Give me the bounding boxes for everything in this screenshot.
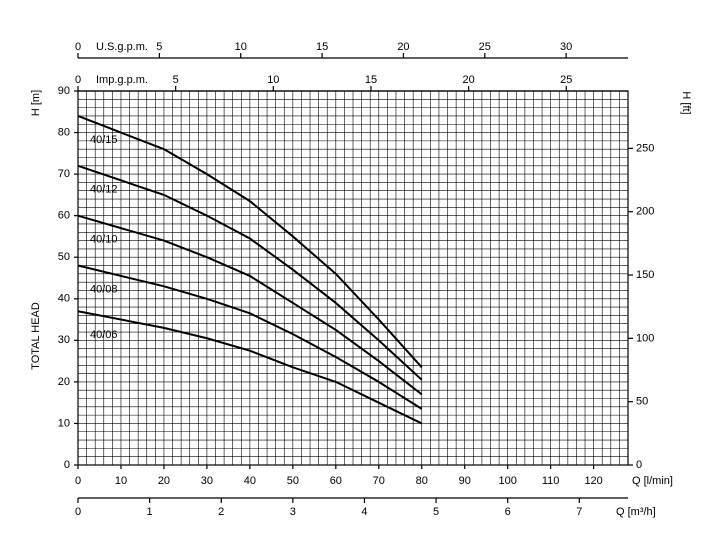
- y-tick-label: 10: [58, 417, 70, 429]
- curve-label: 40/15: [90, 134, 118, 146]
- y-tick-label: 30: [58, 334, 70, 346]
- y2-tick-label: 200: [636, 206, 654, 218]
- x-tick-label: 30: [201, 475, 213, 487]
- pump-curve: [77, 164, 423, 381]
- y-axis-label: H [m]: [30, 90, 42, 116]
- y-tick-label: 90: [58, 85, 70, 97]
- y-tick-label: 50: [58, 251, 70, 263]
- x-tick-label: 70: [373, 475, 385, 487]
- secondary-x-tick-label: 30: [560, 41, 572, 53]
- secondary-x-tick-label: 1: [147, 506, 153, 518]
- y-tick-label: 80: [58, 126, 70, 138]
- secondary-x-tick-label: 5: [156, 41, 162, 53]
- x-tick-label: 90: [459, 475, 471, 487]
- curve-label: 40/10: [90, 234, 118, 246]
- y-tick-label: 40: [58, 293, 70, 305]
- secondary-x-tick-label: 20: [397, 41, 409, 53]
- y-tick-label: 70: [58, 168, 70, 180]
- x-tick-label: 0: [75, 475, 81, 487]
- x-tick-label: 20: [158, 475, 170, 487]
- y-tick-label: 60: [58, 210, 70, 222]
- secondary-x-tick-label: 10: [267, 74, 279, 86]
- y-axis-title: TOTAL HEAD: [30, 302, 42, 370]
- x-tick-label: 40: [244, 475, 256, 487]
- pump-curve: [77, 214, 423, 396]
- y2-tick-label: 150: [636, 269, 654, 281]
- secondary-x-tick-label: 0: [75, 506, 81, 518]
- secondary-x-tick-label: 10: [235, 41, 247, 53]
- y2-tick-label: 250: [636, 142, 654, 154]
- secondary-x-tick-label: 0: [75, 74, 81, 86]
- pump-curve: [77, 115, 423, 369]
- x-tick-label: 50: [287, 475, 299, 487]
- y2-tick-label: 0: [636, 459, 642, 471]
- secondary-x-tick-label: 3: [290, 506, 296, 518]
- y2-tick-label: 50: [636, 396, 648, 408]
- x-tick-label: 100: [499, 475, 517, 487]
- pump-curve: [77, 310, 423, 425]
- x-tick-label: 120: [584, 475, 602, 487]
- secondary-x-tick-label: 5: [173, 74, 179, 86]
- y2-tick-label: 100: [636, 332, 654, 344]
- x-axis-label: Q [l/min]: [632, 475, 673, 487]
- secondary-x-tick-label: 15: [316, 41, 328, 53]
- secondary-axis-label: Imp.g.p.m.: [96, 74, 148, 86]
- secondary-x-tick-label: 25: [560, 74, 572, 86]
- secondary-x-tick-label: 20: [463, 74, 475, 86]
- x-tick-label: 10: [115, 475, 127, 487]
- secondary-x-tick-label: 25: [479, 41, 491, 53]
- secondary-axis-label: U.S.g.p.m.: [96, 41, 148, 53]
- y-tick-label: 20: [58, 376, 70, 388]
- pump-curve: [77, 264, 423, 410]
- secondary-axis-label: Q [m³/h]: [616, 506, 656, 518]
- secondary-x-tick-label: 15: [365, 74, 377, 86]
- curve-label: 40/12: [90, 184, 118, 196]
- secondary-x-tick-label: 6: [505, 506, 511, 518]
- secondary-x-tick-label: 5: [433, 506, 439, 518]
- curve-label: 40/08: [90, 283, 118, 295]
- y-tick-label: 0: [64, 459, 70, 471]
- x-tick-label: 80: [416, 475, 428, 487]
- secondary-x-tick-label: 0: [75, 41, 81, 53]
- secondary-x-tick-label: 7: [576, 506, 582, 518]
- curve-label: 40/06: [90, 329, 118, 341]
- x-tick-label: 60: [330, 475, 342, 487]
- x-tick-label: 110: [542, 475, 560, 487]
- secondary-x-tick-label: 4: [361, 506, 367, 518]
- secondary-x-tick-label: 2: [218, 506, 224, 518]
- y2-axis-label: H [ft]: [680, 91, 692, 114]
